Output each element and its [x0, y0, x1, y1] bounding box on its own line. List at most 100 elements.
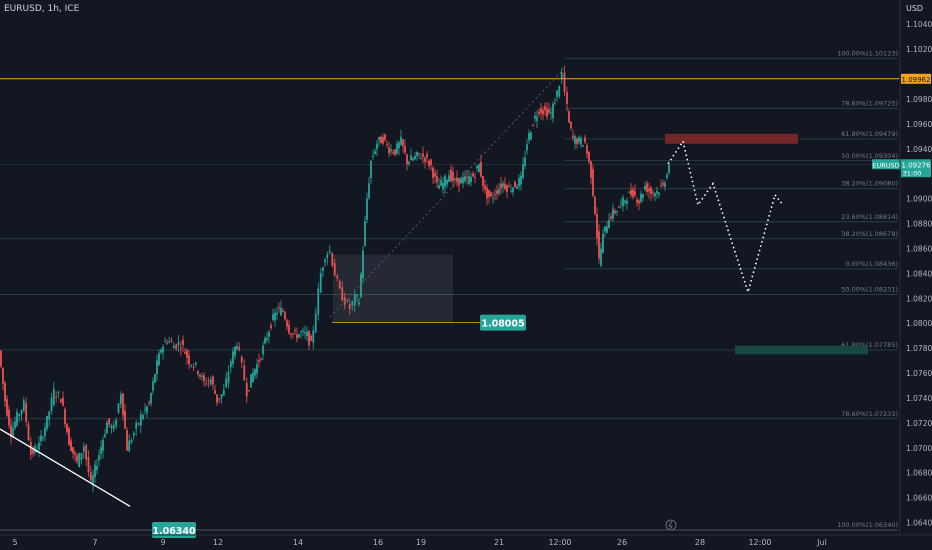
candle-body — [150, 393, 152, 404]
candle-body — [234, 346, 236, 356]
candle-body — [201, 375, 203, 377]
level-tag — [480, 314, 526, 331]
candle-body — [362, 250, 364, 279]
candle-body — [530, 132, 532, 140]
candle-body — [478, 164, 480, 173]
y-tick-label: 1.08000 — [906, 319, 932, 328]
y-tick-label: 1.07600 — [906, 369, 932, 378]
candle-body — [410, 155, 412, 161]
candle-body — [175, 344, 178, 349]
candle-body — [382, 137, 384, 144]
candle-body — [548, 109, 550, 113]
candle-body — [122, 393, 124, 416]
candle-body — [179, 347, 182, 349]
y-tick-label: 1.08400 — [906, 269, 932, 278]
candle-body — [130, 440, 133, 443]
candle-body — [538, 111, 540, 114]
candle-body — [460, 177, 462, 184]
candle-body — [112, 425, 115, 429]
candle-body — [310, 335, 312, 341]
candle-body — [170, 340, 173, 342]
y-tick-label: 1.09800 — [906, 95, 932, 104]
candle-body — [264, 337, 266, 344]
candle-body — [20, 409, 23, 414]
candle-body — [524, 157, 526, 166]
y-tick-label: 1.10200 — [906, 45, 932, 54]
candle-body — [192, 367, 195, 369]
candle-body — [446, 179, 448, 185]
candle-body — [526, 144, 528, 151]
candle-body — [64, 408, 66, 425]
candle-body — [550, 112, 552, 114]
candle-body — [450, 169, 452, 182]
candle-body — [458, 178, 460, 186]
candle-body — [142, 415, 144, 419]
candle-body — [614, 210, 616, 214]
candle-body — [312, 330, 315, 343]
candle-body — [302, 330, 304, 332]
candle-body — [586, 145, 588, 154]
candle-body — [588, 151, 590, 162]
y-tick-label: 1.08200 — [906, 294, 932, 303]
candle-body — [220, 394, 223, 399]
countdown-text: 31:00 — [903, 169, 922, 177]
support-trendline — [0, 428, 131, 507]
candle-body — [6, 398, 8, 416]
candle-body — [452, 171, 454, 181]
candle-body — [298, 334, 300, 338]
candle-body — [578, 137, 580, 143]
candle-body — [668, 164, 670, 173]
candle-body — [374, 151, 376, 154]
candle-body — [268, 331, 270, 337]
candle-body — [640, 193, 642, 202]
candle-body — [570, 121, 572, 129]
candle-body — [438, 185, 440, 189]
y-tick-label: 1.07200 — [906, 419, 932, 428]
candle-body — [346, 300, 349, 302]
candle-body — [636, 199, 638, 203]
candle-body — [353, 294, 356, 306]
candle-body — [558, 86, 561, 97]
candle-body — [276, 312, 278, 315]
candle-body — [146, 406, 148, 413]
candle-body — [328, 250, 331, 253]
candle-body — [124, 410, 126, 429]
candle-body — [486, 187, 488, 199]
candle-body — [158, 352, 160, 366]
candle-body — [168, 341, 171, 343]
candle-body — [496, 190, 498, 194]
candle-body — [384, 134, 386, 140]
candle-body — [610, 216, 612, 219]
event-icon[interactable] — [665, 519, 677, 531]
candle-body — [656, 190, 658, 194]
candle-body — [416, 151, 418, 157]
candle-body — [358, 302, 360, 305]
candle-body — [106, 422, 108, 434]
dotted-trendline — [329, 67, 566, 318]
candle-body — [308, 330, 310, 346]
candle-body — [115, 419, 118, 426]
candle-body — [194, 362, 197, 365]
fib-level-label: 0.00%(1.08436) — [845, 260, 898, 268]
candle-body — [72, 447, 74, 454]
x-tick-label: 12:00 — [748, 538, 771, 547]
fib-level-label: 61.80%(1.07785) — [841, 341, 898, 349]
candle-body — [506, 185, 508, 192]
candle-body — [100, 446, 102, 455]
candle-body — [314, 313, 317, 333]
fib-level-label: 78.60%(1.09725) — [841, 99, 898, 107]
candle-body — [62, 397, 64, 406]
symbol-tag-text: EURUSD — [872, 161, 899, 169]
candle-body — [418, 152, 420, 155]
x-tick-label: 19 — [416, 538, 426, 547]
fib-level-label: 50.00%(1.09304) — [841, 152, 898, 160]
candle-body — [456, 177, 458, 183]
overlay: 1.08005 1.06340 EURUSD — [0, 67, 901, 539]
candle-body — [154, 374, 156, 383]
candle-body — [341, 287, 344, 301]
candle-body — [428, 160, 430, 167]
candle-body — [544, 105, 546, 111]
candle-body — [227, 372, 230, 384]
candle-body — [644, 186, 646, 190]
